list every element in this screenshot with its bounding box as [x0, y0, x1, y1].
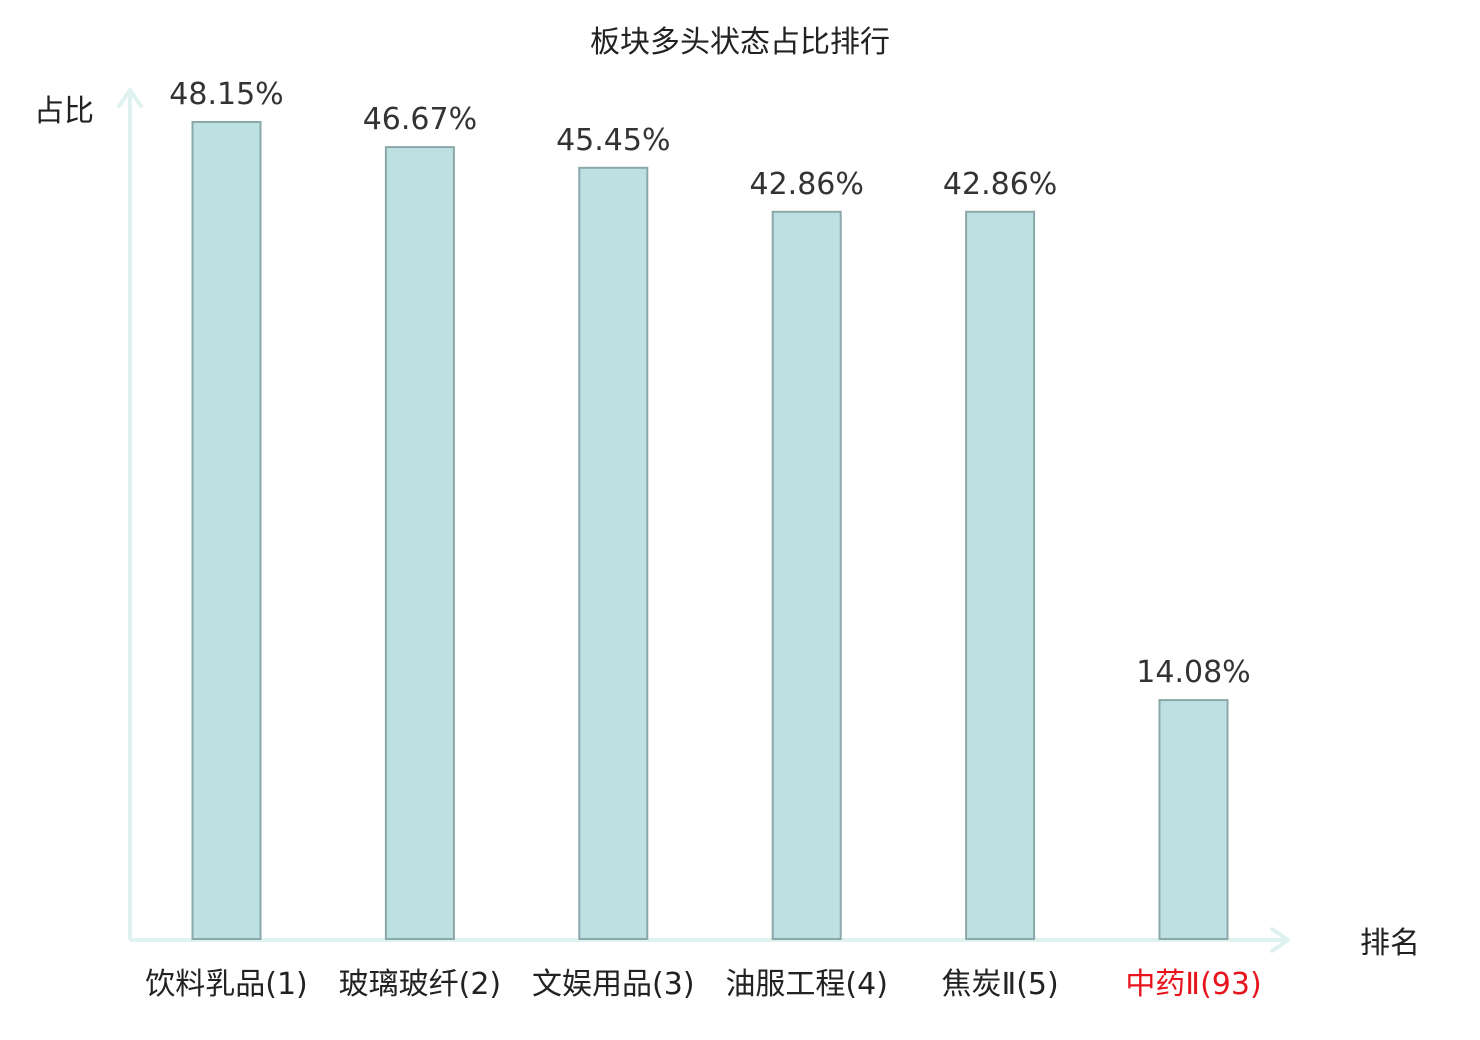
- bar: [578, 166, 649, 941]
- bar: [384, 146, 455, 941]
- category-tick-label: 油服工程(4): [725, 967, 888, 1002]
- x-axis-label: 排名: [1360, 926, 1420, 961]
- category-tick-label: 中药Ⅱ(93): [1125, 967, 1261, 1002]
- bar-value-label: 48.15%: [169, 77, 283, 112]
- bar: [771, 210, 842, 941]
- bar: [965, 210, 1036, 941]
- category-tick-label: 饮料乳品(1): [145, 967, 308, 1002]
- bar-value-label: 42.86%: [943, 167, 1057, 202]
- bars-group: [191, 121, 1229, 941]
- bar-value-label: 46.67%: [363, 102, 477, 137]
- y-axis-label: 占比: [34, 94, 94, 129]
- category-labels-group: 饮料乳品(1) 玻璃玻纤(2) 文娱用品(3) 油服工程(4) 焦炭Ⅱ(5) 中药Ⅱ(93…: [145, 967, 1261, 1002]
- axes: [117, 88, 1290, 953]
- chart-title: 板块多头状态占比排行: [590, 25, 890, 60]
- category-tick-label: 焦炭Ⅱ(5): [941, 967, 1058, 1002]
- bar-value-label: 14.08%: [1136, 655, 1250, 690]
- bar: [191, 121, 262, 940]
- bar-value-label: 45.45%: [556, 123, 670, 158]
- category-tick-label: 文娱用品(3): [532, 967, 695, 1002]
- bar: [1158, 699, 1229, 940]
- value-labels-group: 48.15% 46.67% 45.45% 42.86% 42.86% 14.08%: [169, 77, 1250, 690]
- y-axis-arrow-icon: [117, 88, 143, 108]
- category-tick-label: 玻璃玻纤(2): [339, 967, 502, 1002]
- x-axis-arrow-icon: [1270, 927, 1290, 953]
- bar-value-label: 42.86%: [750, 167, 864, 202]
